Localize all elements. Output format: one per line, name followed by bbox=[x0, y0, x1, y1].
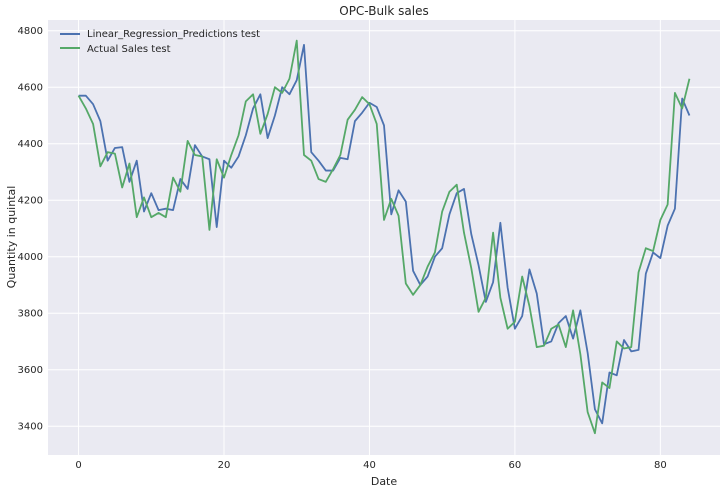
y-tick-label: 3600 bbox=[18, 365, 43, 376]
x-tick-label: 20 bbox=[218, 460, 231, 471]
y-tick-label: 4400 bbox=[18, 139, 43, 150]
legend-label-predictions: Linear_Regression_Predictions test bbox=[87, 29, 260, 40]
y-axis-label: Quantity in quintal bbox=[5, 186, 18, 289]
y-tick-label: 4600 bbox=[18, 83, 43, 94]
grid-lines bbox=[48, 20, 720, 455]
y-tick-labels: 3400 3600 3800 4000 4200 4400 4600 4800 bbox=[18, 26, 43, 432]
chart-title: OPC-Bulk sales bbox=[339, 4, 428, 18]
plot-background bbox=[48, 20, 720, 455]
legend-label-actual: Actual Sales test bbox=[87, 44, 171, 55]
legend: Linear_Regression_Predictions test Actua… bbox=[60, 29, 260, 55]
x-tick-label: 0 bbox=[75, 460, 81, 471]
series-lines bbox=[77, 39, 691, 435]
x-axis-label: Date bbox=[371, 475, 398, 488]
x-tick-label: 60 bbox=[509, 460, 522, 471]
series-line-actual bbox=[77, 39, 691, 435]
x-tick-label: 40 bbox=[363, 460, 376, 471]
y-tick-label: 4200 bbox=[18, 196, 43, 207]
x-tick-label: 80 bbox=[654, 460, 667, 471]
y-tick-label: 3800 bbox=[18, 309, 43, 320]
series-line-predictions bbox=[78, 43, 691, 425]
y-tick-label: 3400 bbox=[18, 422, 43, 433]
y-tick-label: 4800 bbox=[18, 26, 43, 37]
x-tick-labels: 0 20 40 60 80 bbox=[75, 460, 666, 471]
y-tick-label: 4000 bbox=[18, 252, 43, 263]
